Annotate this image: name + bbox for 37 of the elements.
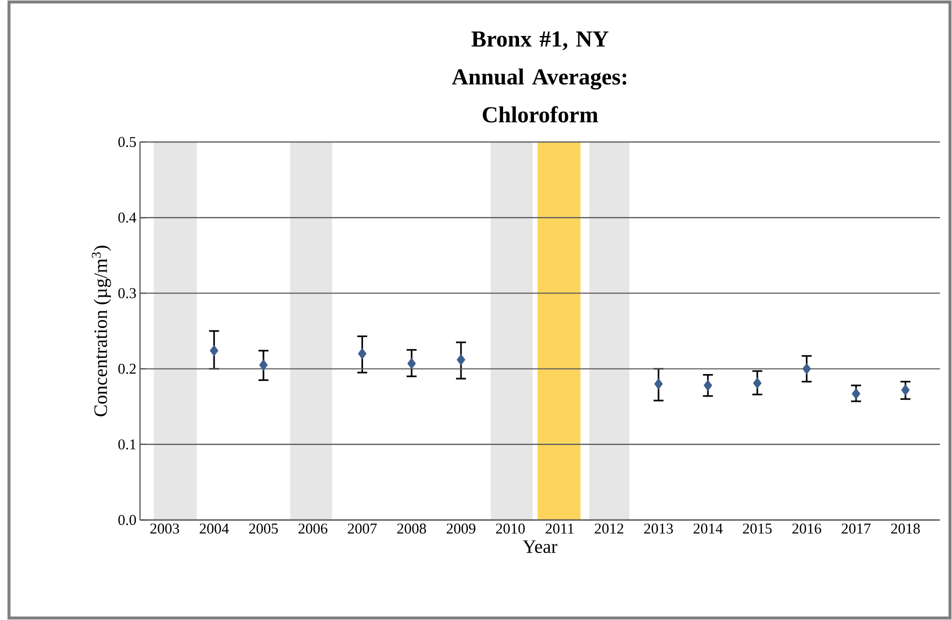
- x-axis-title: Year: [522, 540, 558, 554]
- y-tick-label: 0.1: [118, 439, 136, 450]
- y-tick-label: 0.5: [118, 136, 136, 148]
- point: [752, 377, 762, 389]
- x-tick-label: 2011: [546, 524, 574, 534]
- y-tick-label: 0.2: [118, 364, 136, 374]
- point: [259, 359, 268, 371]
- point: [654, 378, 663, 390]
- point: [802, 363, 811, 374]
- y-tick-label: 0.3: [118, 288, 136, 298]
- x-tick-label: 2004: [200, 524, 229, 534]
- point: [852, 388, 860, 400]
- point: [901, 384, 910, 396]
- x-tick-label: 2015: [743, 524, 772, 534]
- x-tick-label: 2008: [397, 524, 426, 534]
- x-tick-label: 2006: [298, 524, 328, 534]
- x-tick-label: 2018: [891, 524, 920, 534]
- x-tick-label: 2017: [842, 524, 871, 534]
- x-tick-label: 2013: [644, 524, 673, 534]
- point: [456, 354, 466, 366]
- point: [704, 380, 712, 392]
- x-tick-label: 2005: [249, 524, 278, 534]
- x-tick-label: 2009: [446, 524, 476, 534]
- x-tick-label: 2003: [150, 524, 180, 534]
- point: [358, 348, 367, 360]
- x-tick-label: 2016: [792, 524, 822, 534]
- x-tick-label: 2010: [496, 524, 525, 534]
- y-axis-title: Concentration (µg/m$^{3}$): [92, 246, 111, 416]
- chart-title: Bronx #1, NY: [472, 31, 608, 50]
- chart-subtitle: Annual Averages: Chloroform: [452, 68, 626, 122]
- point: [210, 344, 218, 356]
- x-tick-label: 2014: [694, 524, 723, 534]
- point: [407, 358, 416, 370]
- y-tick-label: 0.0: [118, 514, 136, 526]
- y-tick-label: 0.4: [118, 212, 136, 223]
- x-tick-label: 2007: [348, 524, 377, 534]
- x-tick-label: 2012: [594, 524, 624, 534]
